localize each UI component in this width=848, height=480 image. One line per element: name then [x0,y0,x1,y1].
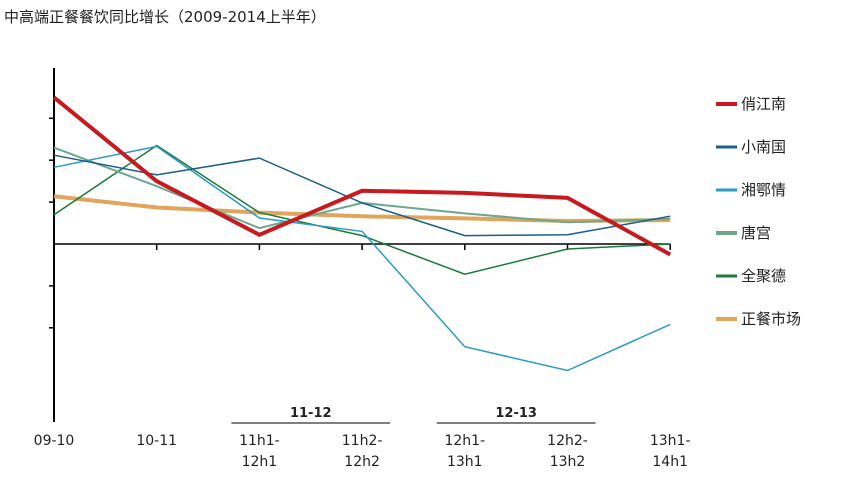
x-tick-label: 10-11 [136,433,177,449]
legend-label: 唐宫 [741,224,771,242]
series-line-全聚德 [53,144,671,275]
group-label: 12-13 [495,406,537,421]
x-tick-label: 12h1-13h1 [444,433,485,470]
series-line-正餐市场 [53,194,671,224]
series-line-湘鄂情 [53,145,671,372]
group-label: 11-12 [290,406,332,421]
x-axis-labels: 09-10 10-11 11h1-12h1 11h2-12h2 12h1-13h1 12h… [34,433,691,470]
series-line-小南国 [53,154,671,237]
legend-label: 正餐市场 [741,310,801,328]
series-line-俏江南 [52,95,672,257]
x-tick-label: 12h2-13h2 [547,433,588,470]
x-tick-label: 13h1-14h1 [650,433,691,470]
legend-label: 全聚德 [741,267,786,285]
series-lines [52,95,672,372]
legend-label: 俏江南 [741,95,786,113]
x-tick-label: 09-10 [34,433,75,449]
x-tick-label: 11h1-12h1 [239,433,280,470]
axes [49,68,671,422]
x-tick-label: 11h2-12h2 [342,433,383,470]
legend-label: 湘鄂情 [741,181,786,199]
chart-title: 中高端正餐餐饮同比增长（2009-2014上半年） [4,8,326,26]
x-axis-groups: 11-12 12-13 [231,406,596,424]
legend-label: 小南国 [741,138,786,156]
